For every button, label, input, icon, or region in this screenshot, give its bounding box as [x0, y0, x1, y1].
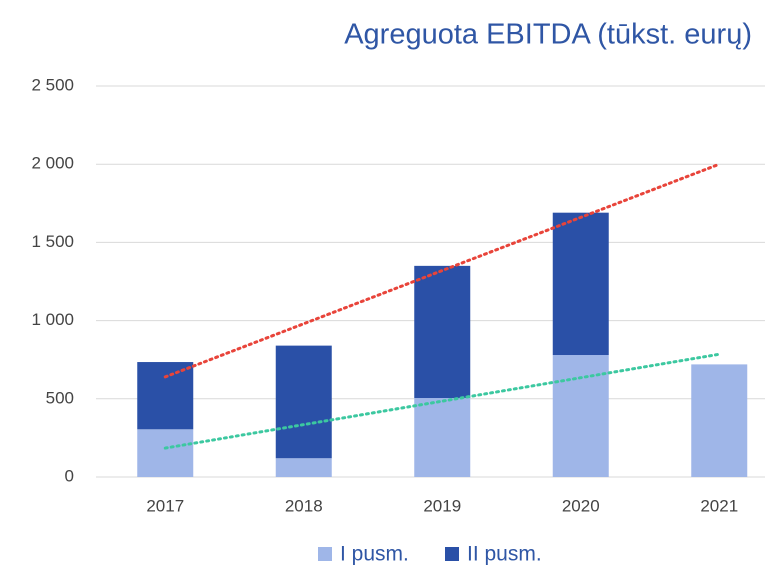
x-tick-label: 2020 [562, 496, 600, 515]
y-tick-label: 1 000 [31, 310, 74, 329]
y-tick-label: 0 [65, 466, 74, 485]
trendline [163, 162, 721, 379]
x-tick-label: 2018 [285, 496, 323, 515]
bar-segment [552, 212, 609, 356]
x-tick-label: 2017 [146, 496, 184, 515]
y-tick-label: 2 500 [31, 75, 74, 94]
bar-segment [137, 362, 194, 430]
y-tick-label: 2 000 [31, 154, 74, 173]
bar-segment [552, 355, 609, 477]
x-tick-label: 2019 [423, 496, 461, 515]
trendline [163, 352, 721, 450]
bar-segment [137, 429, 194, 477]
chart-title: Agreguota EBITDA (tūkst. eurų) [344, 19, 752, 51]
bar-segment [414, 265, 471, 399]
legend-label: I pusm. [340, 543, 409, 566]
bar-segment [275, 458, 332, 477]
bar-segment [691, 364, 748, 477]
bar-segment [414, 398, 471, 477]
bar-segment [275, 345, 332, 459]
legend-swatch [318, 547, 332, 561]
y-tick-label: 1 500 [31, 232, 74, 251]
y-tick-label: 500 [46, 388, 74, 407]
legend-label: II pusm. [467, 543, 542, 566]
legend-swatch [445, 547, 459, 561]
x-tick-label: 2021 [700, 496, 738, 515]
